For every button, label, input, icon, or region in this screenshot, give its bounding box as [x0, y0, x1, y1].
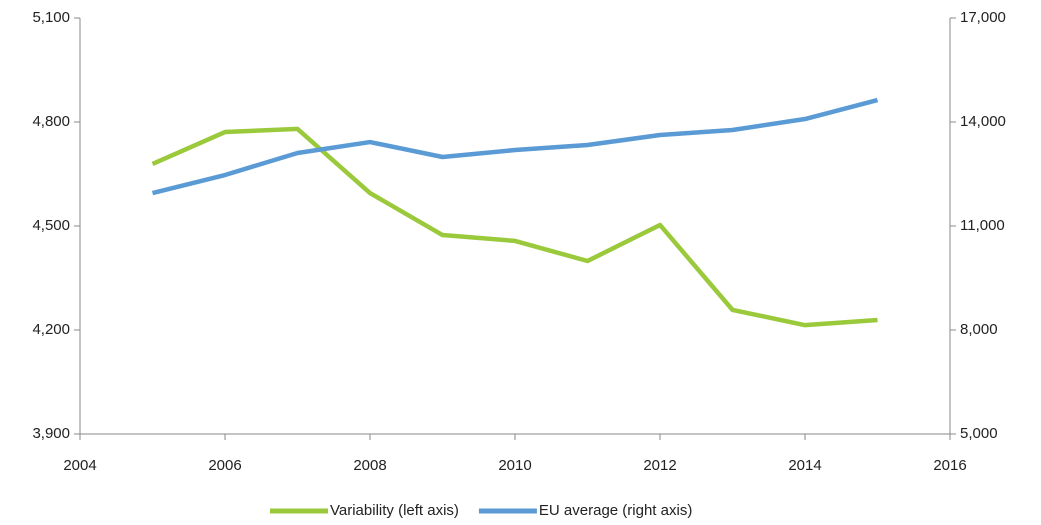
- x-tick-label: 2014: [788, 457, 821, 474]
- y-tick-label: 5,100: [32, 9, 70, 26]
- series-line: [151, 97, 879, 196]
- y-tick-label: 3,900: [32, 425, 70, 442]
- legend-label: EU average (right axis): [539, 502, 692, 519]
- y2-tick-label: 11,000: [960, 217, 1005, 234]
- x-tick-label: 2012: [643, 457, 676, 474]
- y2-tick-label: 8,000: [960, 321, 998, 338]
- x-tick-label: 2006: [208, 457, 241, 474]
- y-tick-label: 4,200: [32, 321, 70, 338]
- y-tick-label: 4,800: [32, 113, 70, 130]
- y-tick-label: 4,500: [32, 217, 70, 234]
- y2-tick-label: 5,000: [960, 425, 998, 442]
- x-tick-label: 2016: [933, 457, 966, 474]
- legend-label: Variability (left axis): [330, 502, 459, 519]
- x-tick-label: 2004: [63, 457, 96, 474]
- y2-tick-label: 17,000: [960, 9, 1006, 26]
- x-tick-label: 2010: [498, 457, 531, 474]
- series-line: [151, 126, 878, 328]
- x-tick-label: 2008: [353, 457, 386, 474]
- y2-tick-label: 14,000: [960, 113, 1006, 130]
